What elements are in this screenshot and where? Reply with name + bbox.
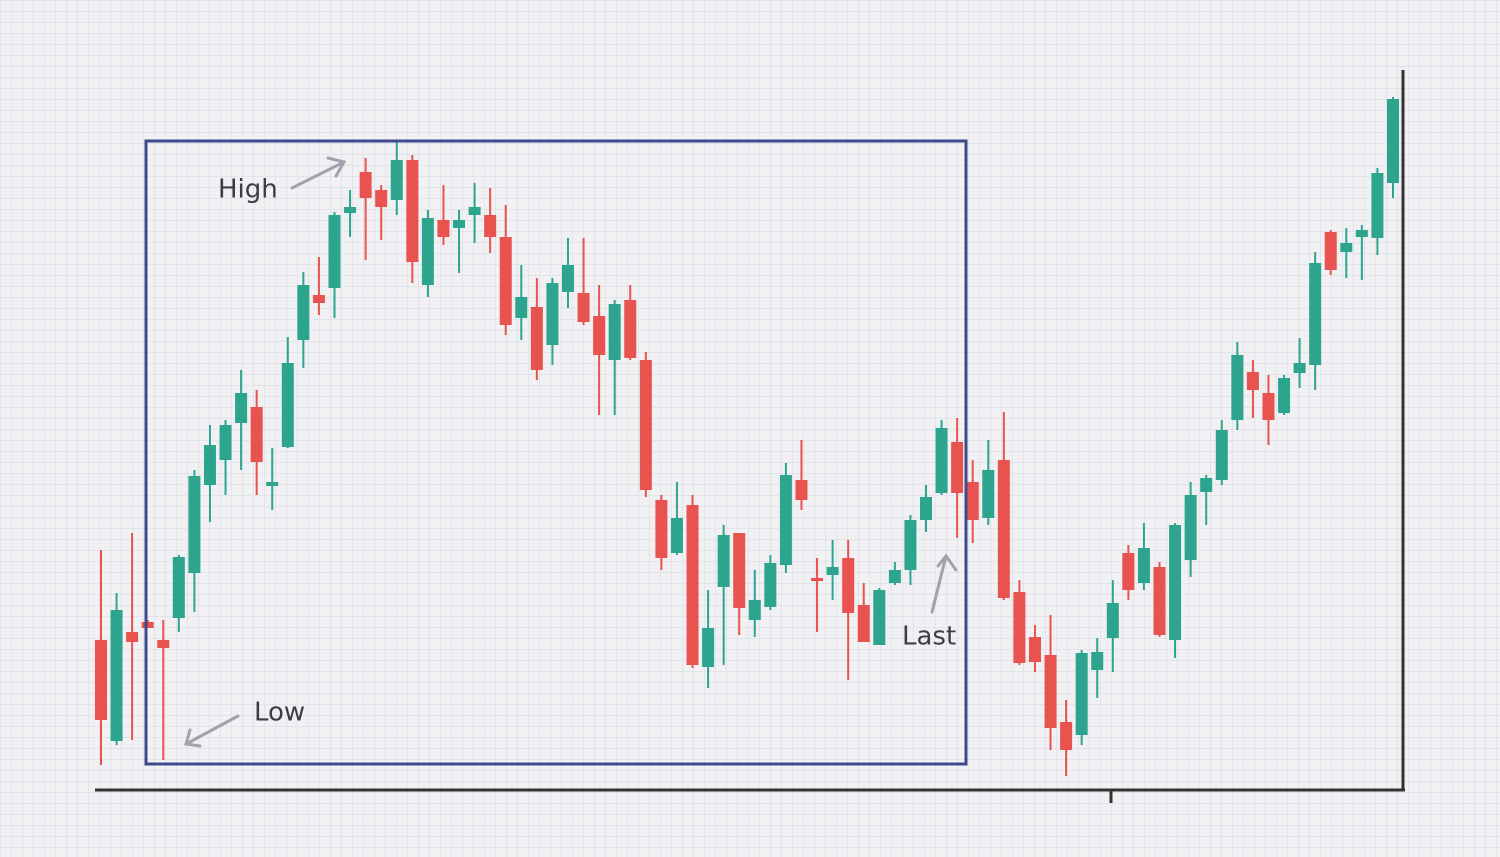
- candle-body: [1340, 243, 1353, 252]
- candle-body: [172, 557, 185, 618]
- candle-body: [1169, 525, 1182, 640]
- candle-body: [997, 460, 1010, 598]
- candle-body: [530, 307, 543, 370]
- candle-body: [920, 497, 933, 520]
- candle-body: [1122, 553, 1135, 590]
- candle-body: [484, 215, 497, 237]
- candle-body: [157, 640, 170, 648]
- candle-body: [795, 480, 808, 500]
- candle-body: [888, 570, 901, 583]
- candle-body: [266, 482, 279, 486]
- candle-body: [499, 237, 512, 325]
- candle-body: [203, 445, 216, 485]
- candle-body: [670, 518, 683, 553]
- candle-body: [561, 265, 574, 292]
- annotation: Last: [902, 622, 956, 652]
- candle-body: [857, 605, 870, 642]
- candle-body: [1262, 393, 1275, 420]
- candle-body: [1184, 495, 1197, 560]
- candle-body: [375, 190, 388, 207]
- candle-body: [219, 425, 232, 460]
- candle-body: [639, 360, 652, 490]
- candle-body: [515, 297, 528, 318]
- candle-body: [717, 535, 730, 587]
- candle-body: [188, 476, 201, 573]
- candle-body: [655, 500, 668, 558]
- candle-body: [1324, 232, 1337, 270]
- candle-body: [904, 520, 917, 570]
- candle-body: [1278, 378, 1291, 413]
- arrow-low: [184, 714, 240, 748]
- candle-body: [453, 220, 466, 228]
- arrow-last: [930, 553, 958, 614]
- candle-body: [437, 220, 450, 237]
- candle-body: [982, 470, 995, 518]
- arrow-high: [290, 156, 347, 190]
- candle-body: [733, 533, 746, 608]
- candles: [95, 97, 1399, 776]
- annotation: High: [218, 175, 278, 205]
- candle-body: [1246, 372, 1259, 390]
- candle-body: [608, 304, 621, 360]
- candle-body: [1355, 230, 1368, 237]
- arrows: [184, 156, 958, 748]
- candle-body: [1387, 99, 1399, 183]
- candle-body: [1231, 355, 1244, 420]
- candle-body: [811, 578, 824, 581]
- candle-body: [297, 285, 310, 340]
- candle-body: [1075, 653, 1088, 735]
- candle-body: [702, 628, 715, 667]
- candle-body: [1293, 363, 1306, 373]
- candle-body: [966, 482, 979, 520]
- candle-body: [593, 316, 606, 355]
- candle-body: [779, 475, 792, 565]
- candle-body: [842, 558, 855, 613]
- candle-body: [250, 407, 263, 462]
- candle-body: [1215, 430, 1228, 480]
- candle-body: [1060, 722, 1073, 750]
- candle-body: [1028, 637, 1041, 662]
- candle-body: [359, 172, 372, 198]
- candle-body: [577, 293, 590, 322]
- candle-body: [1153, 567, 1166, 635]
- candle-body: [1309, 263, 1322, 365]
- candle-body: [1200, 478, 1213, 492]
- candle-body: [390, 160, 403, 200]
- candle-body: [421, 218, 434, 285]
- candle-body: [1137, 548, 1150, 583]
- candle-body: [344, 207, 357, 213]
- candle-body: [95, 640, 107, 720]
- candle-body: [468, 207, 481, 215]
- candle-body: [312, 295, 325, 303]
- candle-body: [748, 600, 761, 620]
- candle-body: [1091, 652, 1104, 670]
- candle-body: [624, 300, 637, 358]
- candle-body: [764, 563, 777, 607]
- candle-body: [1013, 592, 1026, 663]
- candle-body: [141, 622, 154, 628]
- candle-body: [328, 215, 341, 288]
- candle-body: [873, 590, 886, 645]
- candle-body: [935, 428, 948, 493]
- annotation: Low: [254, 698, 305, 728]
- candle-body: [1044, 655, 1057, 728]
- candle-body: [126, 632, 139, 642]
- candle-body: [951, 442, 964, 493]
- candle-body: [826, 567, 839, 575]
- candle-body: [546, 283, 559, 345]
- range-box: [144, 139, 968, 766]
- candle-body: [1371, 173, 1384, 238]
- candle-body: [281, 363, 294, 447]
- candle-body: [235, 393, 248, 423]
- candle-body: [1106, 603, 1119, 638]
- candle-body: [406, 160, 419, 262]
- candle-body: [686, 505, 699, 665]
- candle-body: [110, 610, 123, 741]
